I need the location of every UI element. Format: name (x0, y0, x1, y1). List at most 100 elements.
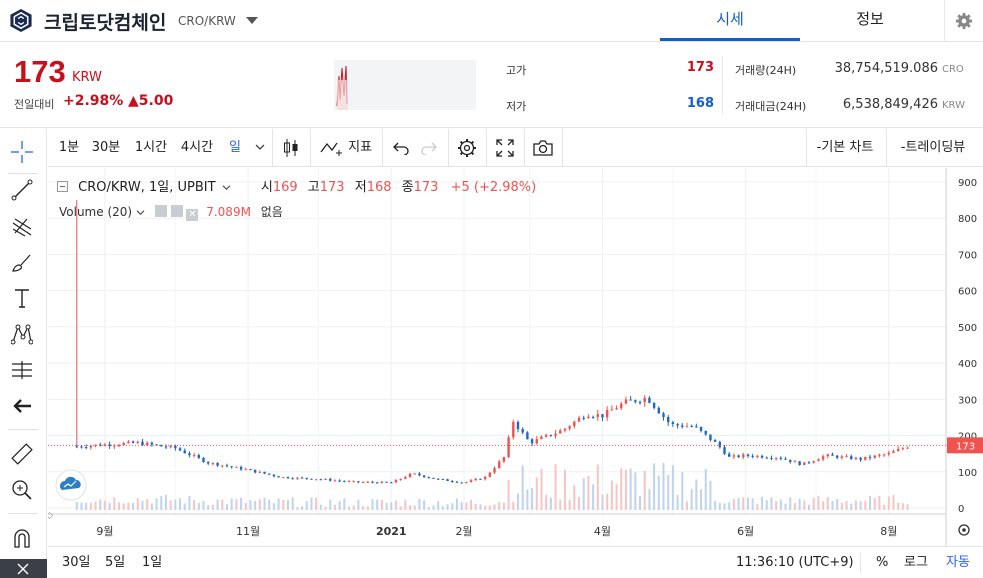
candle-body (207, 462, 210, 464)
legend-open: 169 (272, 180, 298, 195)
volume-bar (592, 484, 595, 510)
candle-body (638, 401, 642, 403)
cloud-line (63, 480, 77, 488)
candle-body (624, 399, 628, 404)
gear-icon[interactable] (170, 205, 183, 217)
candle-body (211, 462, 215, 464)
hide-tools-button[interactable] (0, 559, 47, 578)
volume-bar (714, 501, 717, 510)
brush-tool[interactable] (7, 247, 37, 277)
candle-body (469, 480, 473, 483)
volume-bar (751, 498, 754, 510)
range-30d[interactable]: 30일 (62, 555, 91, 570)
candle-body (596, 414, 599, 417)
zoom-tool[interactable] (7, 475, 37, 505)
volume-bar (793, 502, 796, 510)
volume-bar (812, 497, 815, 510)
amount-label: 거래대금(24H) (735, 100, 807, 113)
ruler-tool[interactable] (7, 439, 37, 469)
volume-bar (836, 499, 839, 510)
log-toggle[interactable]: 로그 (904, 555, 928, 570)
candle-body (127, 441, 130, 443)
basic-chart-button[interactable]: -기본 차트 (816, 140, 874, 155)
candle-body (347, 481, 351, 483)
volume-bar (202, 500, 205, 510)
change-amount: ▲5.00 (128, 93, 174, 109)
text-tool[interactable] (7, 283, 37, 313)
volume-bar (160, 495, 163, 510)
camera-icon (533, 139, 553, 156)
trendline-tool[interactable] (7, 175, 37, 205)
volume-bar (169, 500, 172, 510)
candle-style-button[interactable] (276, 129, 306, 166)
fullscreen-button[interactable] (490, 129, 520, 166)
close-icon[interactable]: ✕ (186, 209, 199, 221)
volume-bar (470, 499, 473, 510)
volume-bar (418, 498, 421, 510)
settings-button[interactable] (944, 0, 983, 41)
candle-body (821, 456, 825, 460)
eye-icon[interactable] (154, 205, 167, 217)
candle-body (850, 456, 853, 460)
measure-tool[interactable] (7, 355, 37, 385)
candle-body (451, 480, 454, 482)
crosshair-tool[interactable] (7, 137, 37, 167)
x-tick-label: 4월 (594, 525, 611, 538)
candle-body (544, 434, 548, 437)
magnet-tool[interactable] (7, 523, 37, 553)
volume-bar (582, 478, 585, 510)
collapse-legend-icon[interactable] (57, 181, 68, 192)
chevron-down-icon[interactable] (136, 209, 145, 216)
indicators-label: 지표 (348, 140, 373, 155)
candle-body (178, 448, 182, 451)
candle-body (699, 426, 703, 431)
coin-dropdown-icon[interactable] (246, 17, 258, 24)
volume-bar (531, 487, 534, 510)
volume-bar (901, 503, 904, 510)
candle-body (554, 433, 557, 436)
candle-body (75, 446, 78, 448)
interval-1h[interactable]: 1시간 (134, 140, 168, 155)
tab-info[interactable]: 정보 (856, 10, 884, 28)
price-unit: KRW (72, 70, 102, 85)
interval-30m[interactable]: 30분 (91, 140, 121, 155)
candle-body (521, 429, 524, 433)
candle-body (357, 481, 360, 483)
volume-bar (409, 505, 412, 510)
interval-1d[interactable]: 일 (229, 140, 241, 155)
price-chart[interactable]: 0 100 200 300 400 500 600 700 800 900 9월 11월 2021 2월 4… (48, 168, 983, 546)
tab-quote[interactable]: 시세 (660, 0, 800, 41)
volume-bar (765, 500, 768, 510)
pitchfork-tool[interactable] (7, 211, 37, 241)
percent-toggle[interactable]: % (876, 555, 889, 570)
interval-dropdown[interactable] (252, 129, 268, 166)
undo-button[interactable] (388, 129, 414, 166)
indicators-button[interactable]: 지표 (314, 129, 378, 166)
back-button[interactable] (7, 391, 37, 421)
redo-button[interactable] (416, 129, 442, 166)
volume-bar (211, 504, 214, 510)
interval-4h[interactable]: 4시간 (180, 140, 214, 155)
volume-bar (174, 499, 177, 510)
candle-body (202, 457, 205, 463)
volume-bar (718, 502, 721, 510)
chart-settings-button[interactable] (452, 129, 482, 166)
toolbar-divider (382, 129, 383, 166)
candle-body (169, 445, 172, 448)
pattern-tool[interactable] (7, 319, 37, 349)
current-price: 173 (14, 54, 66, 89)
chevron-down-icon[interactable] (222, 184, 231, 191)
clock[interactable]: 11:36:10 (UTC+9) (736, 555, 854, 570)
candle-body (164, 446, 168, 448)
candle-body (657, 407, 661, 414)
interval-1m[interactable]: 1분 (58, 140, 80, 155)
candle-body (150, 442, 154, 445)
zoom-in-icon (12, 480, 32, 500)
volume-bar (235, 499, 238, 510)
snapshot-button[interactable] (528, 129, 558, 166)
range-5d[interactable]: 5일 (105, 555, 126, 570)
auto-toggle[interactable]: 자동 (946, 555, 970, 570)
range-1d[interactable]: 1일 (142, 555, 163, 570)
tradingview-button[interactable]: -트레이딩뷰 (900, 140, 966, 155)
stats-divider (722, 56, 723, 114)
